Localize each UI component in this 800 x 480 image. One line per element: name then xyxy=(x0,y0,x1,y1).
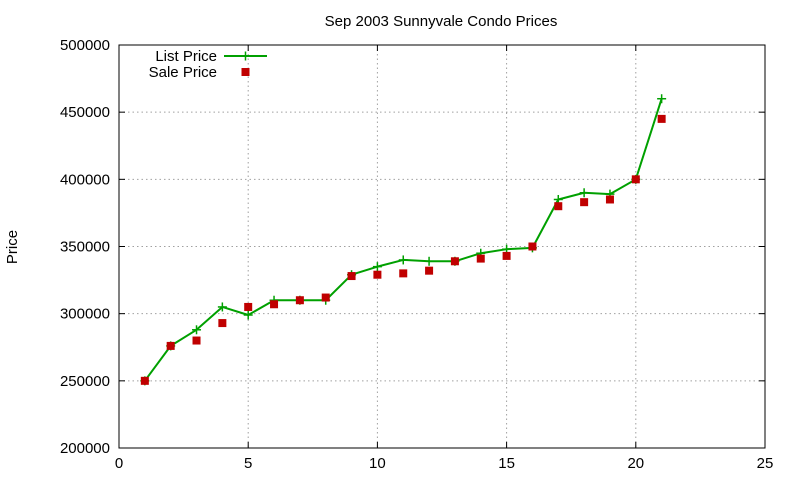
x-tick-label: 15 xyxy=(498,455,515,472)
list-price-point xyxy=(398,255,408,265)
legend-label-sale-price: Sale Price xyxy=(149,64,217,81)
sale-price-point xyxy=(605,195,614,204)
x-tick-label: 5 xyxy=(244,455,252,472)
sale-price-point xyxy=(166,341,175,350)
sale-price-point xyxy=(295,296,304,305)
legend-label-list-price: List Price xyxy=(155,48,217,65)
axis-ticks: 0 5 10 15 20 25 200000 250000 300000 350000 400000… xyxy=(60,37,773,472)
sale-price-point xyxy=(580,198,589,207)
series-0 xyxy=(140,94,667,386)
sale-price-point xyxy=(631,175,640,184)
y-tick-label: 200000 xyxy=(60,440,110,457)
x-tick-label: 0 xyxy=(115,455,123,472)
y-axis-label: Price xyxy=(4,230,21,264)
legend-swatch-marker-list-price xyxy=(241,51,250,61)
sale-price-point xyxy=(450,257,459,266)
list-price-point xyxy=(579,188,589,198)
x-tick-label: 20 xyxy=(627,455,644,472)
sale-price-point xyxy=(192,336,201,345)
sale-price-point xyxy=(502,251,511,260)
sale-price-point xyxy=(657,114,666,123)
series-1 xyxy=(140,114,666,385)
list-price-point xyxy=(657,94,667,104)
sale-price-point xyxy=(140,376,149,385)
y-tick-label: 400000 xyxy=(60,171,110,188)
sale-price-point xyxy=(476,254,485,263)
list-price-line xyxy=(144,98,663,382)
sale-price-point xyxy=(321,293,330,302)
sale-price-point xyxy=(270,300,279,309)
sale-price-point xyxy=(347,272,356,281)
y-tick-label: 450000 xyxy=(60,104,110,121)
x-tick-label: 25 xyxy=(757,455,774,472)
sale-price-point xyxy=(554,202,563,211)
list-price-point xyxy=(372,262,382,272)
sale-price-point xyxy=(373,270,382,279)
y-tick-label: 300000 xyxy=(60,306,110,323)
y-tick-label: 350000 xyxy=(60,239,110,256)
list-price-point xyxy=(243,310,253,320)
legend: List Price Sale Price xyxy=(149,48,267,81)
sale-price-point xyxy=(528,242,537,251)
x-tick-label: 10 xyxy=(369,455,386,472)
y-tick-label: 250000 xyxy=(60,373,110,390)
list-price-point xyxy=(424,256,434,266)
list-price-point xyxy=(217,302,227,312)
list-price-point xyxy=(192,325,202,335)
y-tick-label: 500000 xyxy=(60,37,110,54)
sale-price-point xyxy=(399,269,408,278)
chart-title: Sep 2003 Sunnyvale Condo Prices xyxy=(325,13,558,30)
legend-swatch-sale-price xyxy=(241,68,250,76)
sale-price-point xyxy=(244,302,253,311)
data-series xyxy=(140,94,667,386)
sale-price-point xyxy=(425,266,434,275)
grid xyxy=(119,45,765,448)
sale-price-point xyxy=(218,319,227,328)
